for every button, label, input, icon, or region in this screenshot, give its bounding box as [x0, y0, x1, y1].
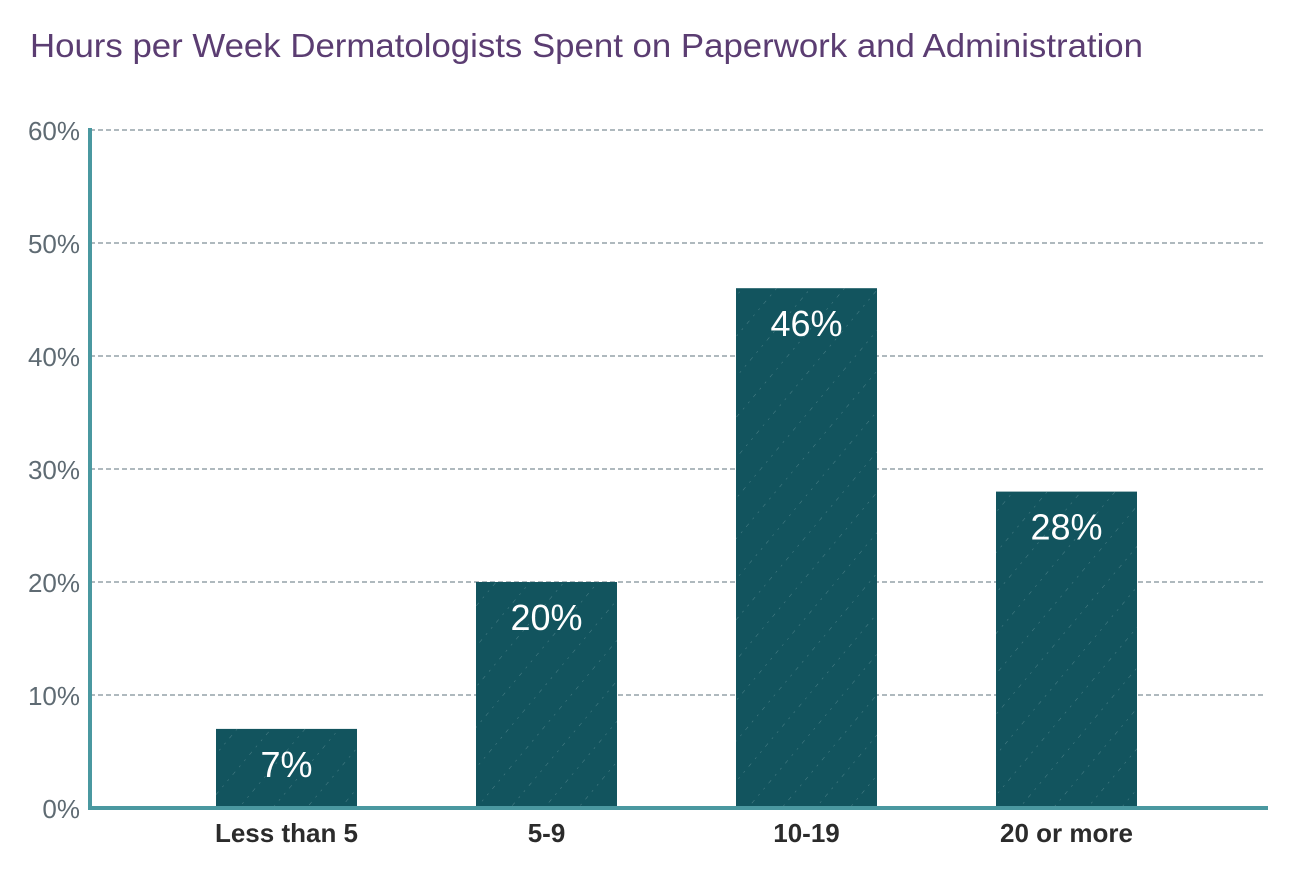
bar-texture	[476, 582, 617, 808]
y-tick-label: 50%	[28, 229, 80, 259]
data-label: 7%	[260, 744, 312, 785]
data-label: 28%	[1030, 507, 1102, 548]
chart-title: Hours per Week Dermatologists Spent on P…	[30, 27, 1143, 64]
x-category-label: 5-9	[528, 818, 566, 848]
y-tick-label: 60%	[28, 116, 80, 146]
x-category-label: Less than 5	[215, 818, 358, 848]
y-tick-label: 0%	[42, 794, 80, 824]
y-tick-label: 20%	[28, 568, 80, 598]
x-category-label: 10-19	[773, 818, 840, 848]
y-tick-label: 10%	[28, 681, 80, 711]
x-category-label: 20 or more	[1000, 818, 1133, 848]
bar-texture	[216, 728, 357, 808]
y-tick-label: 40%	[28, 342, 80, 372]
data-label: 20%	[510, 597, 582, 638]
bar-texture	[996, 491, 1137, 808]
y-tick-label: 30%	[28, 455, 80, 485]
data-label: 46%	[770, 303, 842, 344]
bar-texture	[736, 288, 877, 808]
